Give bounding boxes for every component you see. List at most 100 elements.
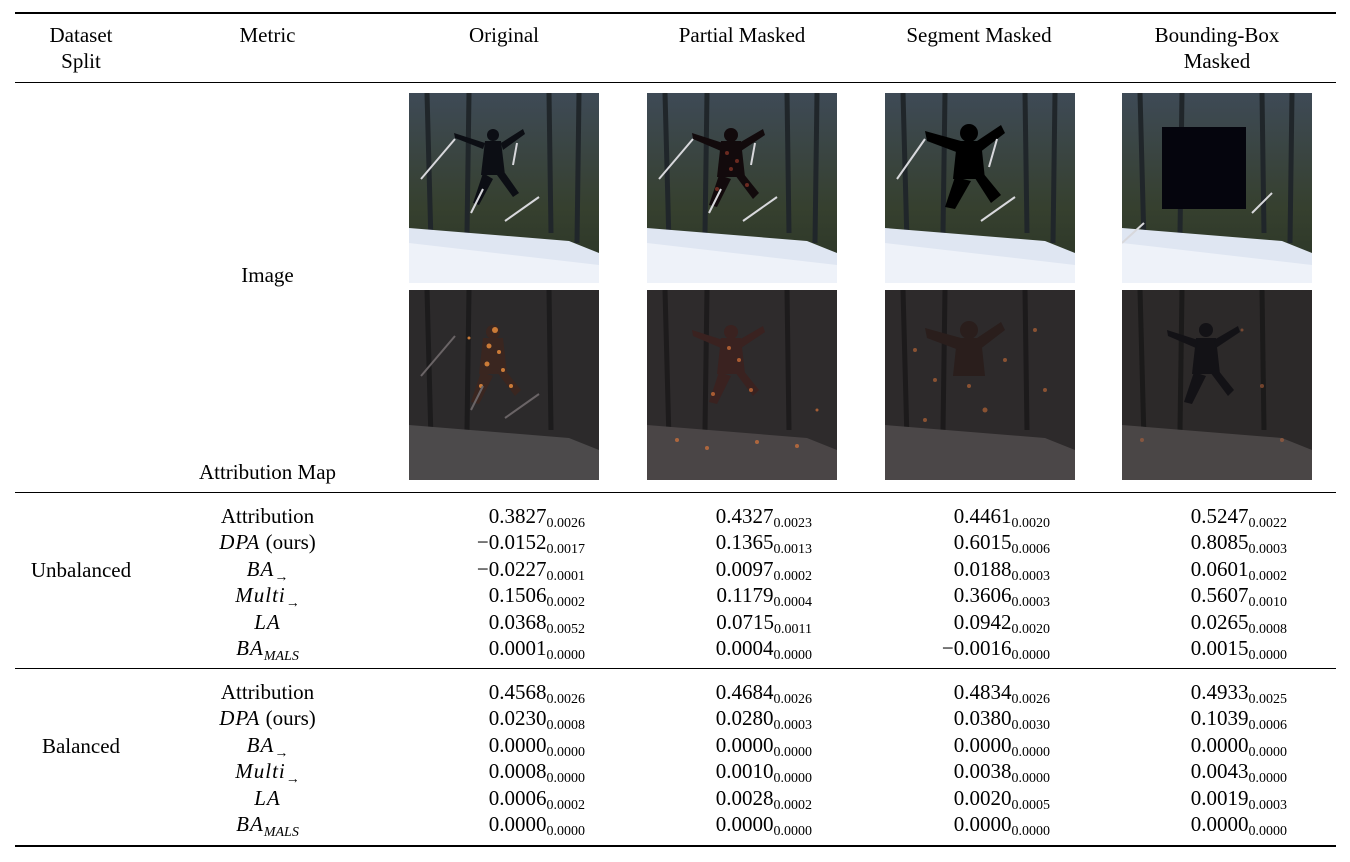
header-original: Original [469,23,539,47]
metric-std: 0.0000 [546,824,586,839]
metric-std: 0.0000 [546,744,586,760]
metric-mean: 0.5247 [1190,504,1249,528]
header-segment-masked: Segment Masked [906,23,1052,47]
metric-value-cell: −0.02270.0001 [365,556,585,584]
metric-std: 0.0000 [1011,824,1051,839]
metric-value-cell: 0.00000.0000 [365,811,586,839]
metric-mean: 0.5607 [1190,583,1249,608]
metric-std: 0.0003 [1248,542,1288,558]
metric-std: 0.0000 [546,648,586,663]
metric-value-cell: 0.00100.0000 [592,758,812,786]
metric-std: 0.0000 [773,744,813,760]
metric-mean: 0.1365 [715,530,774,555]
image-segment-masked [885,93,1075,283]
metric-value-cell: 0.00000.0000 [592,811,813,839]
metric-std: 0.0023 [773,516,813,531]
dataset-split-label: Unbalanced [30,558,132,582]
label-attribution-map: Attribution Map [198,460,337,484]
metric-label: BAMALS [160,811,375,840]
metric-std: 0.0003 [773,718,813,734]
bottom-rule [15,845,1336,847]
metric-value-cell: 0.02650.0008 [1067,609,1288,637]
metric-std: 0.0006 [1248,718,1288,734]
attribution-map-segment-masked [885,290,1075,480]
metric-arrow-subscript: → [274,745,289,761]
metric-ba: BA [236,812,264,836]
metric-dpa: DPA [219,530,261,555]
metric-multi: Multi [235,583,286,608]
metric-std: 0.0002 [1248,568,1288,584]
metric-value-cell: 0.00150.0000 [1067,635,1287,663]
metric-mean: 0.0280 [715,706,774,731]
metric-std: 0.0000 [1011,744,1051,760]
metric-mean: 0.0000 [953,732,1012,757]
dataset-split-label: Balanced [41,734,121,758]
metric-value-cell: 0.60150.0006 [830,529,1050,557]
metric-std: 0.0020 [1011,621,1051,637]
metric-mean: 0.0715 [716,609,775,634]
metric-label: BA→ [160,732,375,761]
metric-value-cell: −0.01520.0017 [365,529,586,558]
metric-value-cell: 0.07150.0011 [592,609,812,637]
metric-std: 0.0026 [546,692,586,707]
metric-label: LA [160,785,375,811]
metric-value-cell: 0.01880.0003 [830,556,1051,584]
metric-label: BA→ [160,556,375,585]
metric-value-cell: 0.00000.0000 [592,732,813,760]
metric-std: 0.0026 [773,692,813,707]
metric-std: 0.0008 [546,718,586,734]
top-rule [15,12,1336,14]
metric-value-cell: 0.00010.0000 [365,635,586,663]
metric-mean: 0.4684 [715,680,774,704]
metric-value-cell: 0.52470.0022 [1067,503,1288,531]
metric-value-cell: 0.00380.0000 [830,758,1050,786]
metric-arrow-subscript: → [285,772,300,788]
metric-std: 0.0002 [773,797,813,813]
attribution-map-original [409,290,599,480]
header-split-line: Split [61,49,101,73]
metric-std: 0.0022 [1248,516,1288,531]
metric-std: 0.0000 [1011,648,1051,663]
metric-label: Multi→ [160,582,375,611]
metric-label: LA [160,609,375,635]
metric-std: 0.0052 [546,621,586,637]
images-rule [15,492,1336,493]
metric-std: 0.0000 [546,771,586,787]
metric-value-cell: 0.38270.0026 [365,503,586,531]
metric-std: 0.0026 [546,516,586,531]
metric-std: 0.0025 [1248,692,1288,707]
metric-std: 0.0003 [1011,568,1051,584]
metric-std: 0.0008 [1248,621,1288,637]
metric-mean: 0.0380 [953,706,1012,731]
header-bbox-line2: Masked [1183,49,1251,73]
metric-std: 0.0000 [773,824,813,839]
metric-std: 0.0003 [1248,797,1288,813]
metric-value-cell: 0.43270.0023 [592,503,813,531]
metric-mean: 0.0368 [488,609,547,634]
metric-std: 0.0017 [546,542,586,558]
metric-multi: Multi [235,759,286,784]
image-original [409,93,599,283]
metric-mean: 0.0942 [953,609,1012,634]
metric-value-cell: 0.03680.0052 [365,609,586,637]
metric-mean: 0.0020 [953,785,1012,810]
metric-value-cell: 0.00000.0000 [830,732,1051,760]
metric-label: DPA (ours) [160,529,375,555]
image-partial-masked [647,93,837,283]
metric-la: LA [254,609,281,634]
metric-mean: 0.0008 [488,759,547,784]
section-rule [15,668,1336,669]
metric-value-cell: 0.10390.0006 [1067,705,1288,734]
metric-std: 0.0004 [773,595,813,611]
attribution-map-bounding-box-masked [1122,290,1312,480]
metric-la: LA [254,785,281,810]
metric-value-cell: 0.00040.0000 [592,635,812,663]
metric-ours-suffix: (ours) [265,530,316,555]
metric-std: 0.0000 [1248,824,1288,839]
metric-value-cell: 0.00280.0002 [592,785,813,813]
metric-value-cell: 0.00000.0000 [365,732,586,760]
metric-ours-suffix: (ours) [265,706,316,731]
metric-mean: 0.0000 [715,812,774,836]
metric-mean: 0.4327 [715,504,774,528]
metric-mean: −0.0016 [941,636,1012,660]
